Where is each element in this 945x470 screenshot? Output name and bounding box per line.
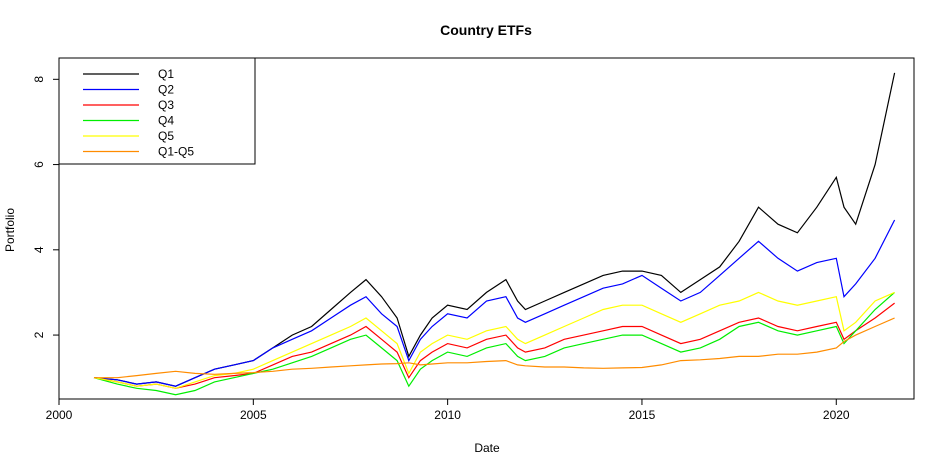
y-axis-label: Portfolio	[3, 208, 17, 252]
legend-label: Q1-Q5	[158, 145, 194, 159]
x-tick-label: 2005	[240, 408, 267, 422]
y-tick-label: 6	[32, 161, 46, 168]
series-line-q2	[93, 219, 896, 387]
chart-title: Country ETFs	[440, 22, 532, 38]
legend-label: Q4	[158, 114, 174, 128]
x-tick-label: 2020	[823, 408, 850, 422]
y-tick-label: 4	[32, 246, 46, 253]
x-axis-label: Date	[474, 441, 500, 455]
legend-label: Q3	[158, 98, 174, 112]
plot-frame	[58, 57, 915, 400]
y-tick-label: 8	[32, 76, 46, 83]
series-line-q5	[93, 291, 895, 389]
x-tick-label: 2015	[629, 408, 656, 422]
series-line-q4	[93, 291, 895, 396]
legend-label: Q2	[158, 83, 174, 97]
series-lines	[93, 72, 896, 396]
x-tick-label: 2000	[46, 408, 73, 422]
legend-label: Q5	[158, 129, 174, 143]
axes: 2000 2005 2010 2015 2020 2 4 6 8	[32, 76, 850, 422]
y-tick-label: 2	[32, 331, 46, 338]
series-line-q3	[93, 302, 895, 389]
legend-box	[58, 57, 256, 165]
series-line-q1-q5	[94, 317, 895, 379]
legend-label: Q1	[158, 67, 174, 81]
x-tick-label: 2010	[434, 408, 461, 422]
